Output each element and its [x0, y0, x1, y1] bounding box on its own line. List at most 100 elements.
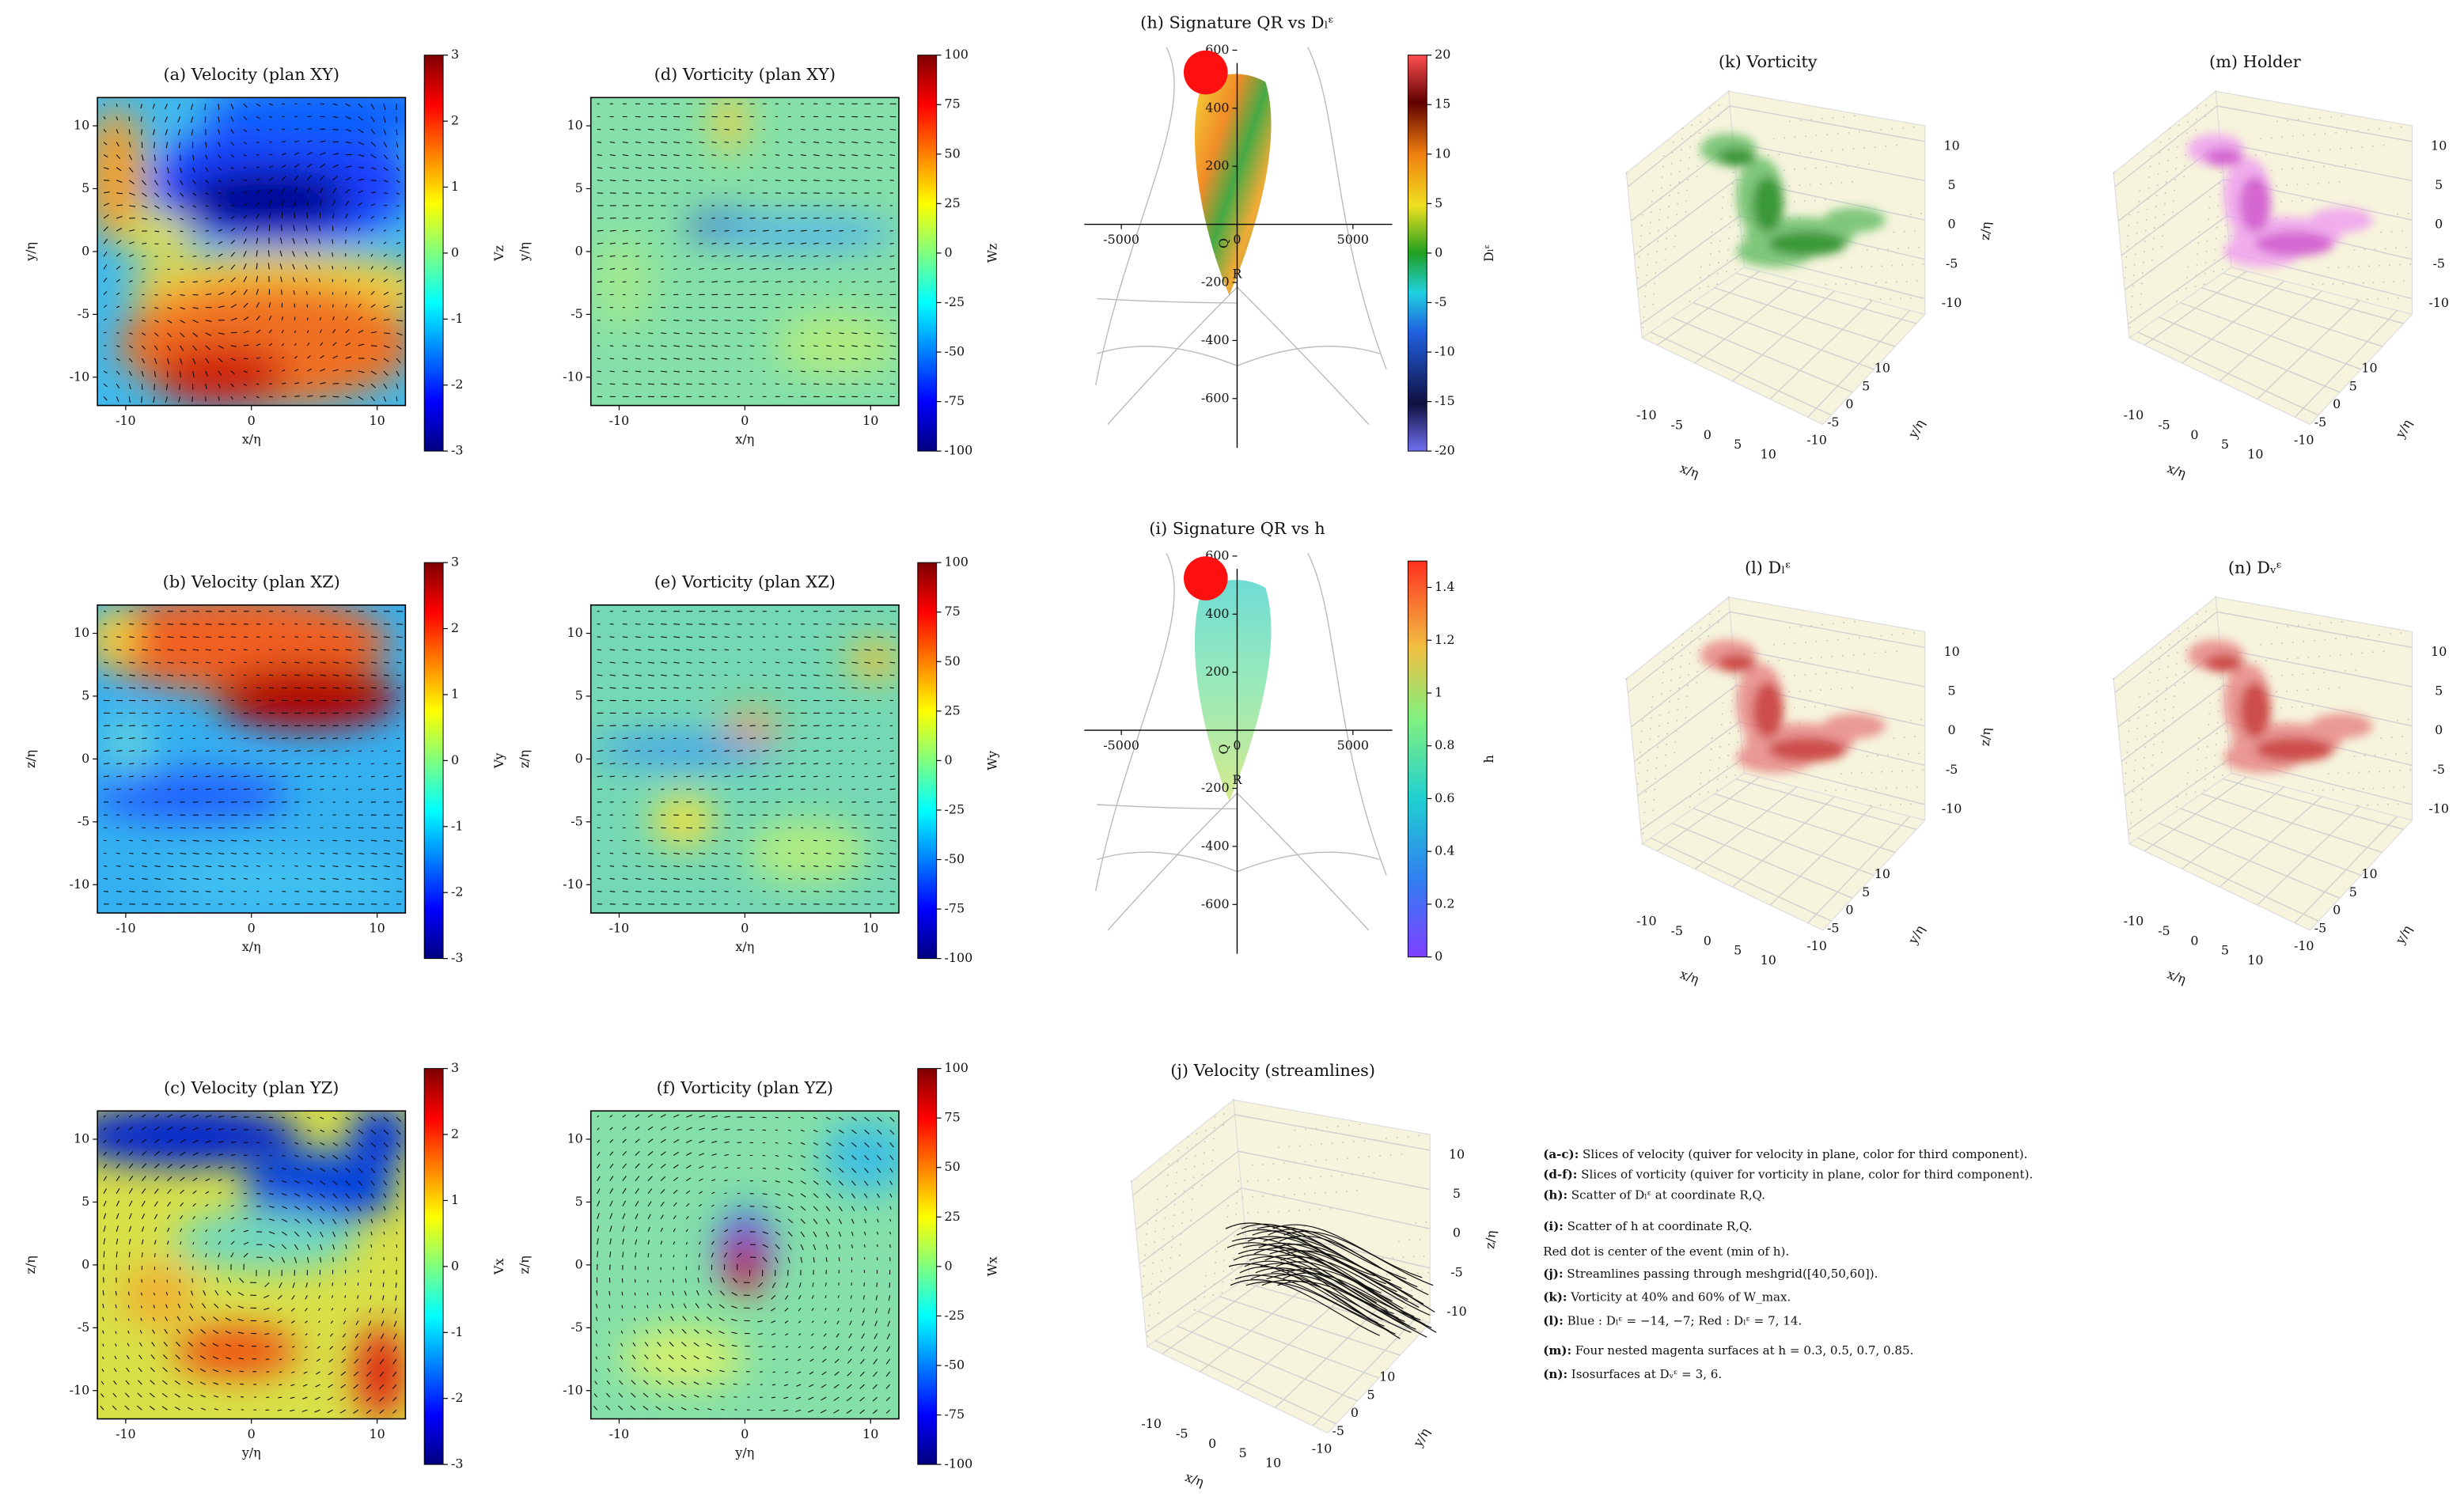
isosurface [1700, 133, 1886, 267]
quiver-arrow [737, 1241, 742, 1245]
quiver-arrow [103, 1164, 108, 1168]
quiver-arrow [762, 687, 768, 689]
quiver-arrow [711, 370, 718, 373]
dot [2216, 733, 2218, 735]
quiver-arrow [380, 1346, 385, 1352]
quiver-arrow [620, 1343, 624, 1347]
quiver-arrow [800, 1257, 803, 1263]
quiver-arrow [718, 1304, 725, 1309]
dot [2281, 642, 2284, 644]
quiver-arrow [177, 104, 181, 110]
quiver-arrow [622, 358, 627, 360]
quiver-arrow [699, 332, 706, 335]
quiver-arrow [737, 750, 743, 752]
quiver-arrow [383, 636, 390, 638]
quiver-arrow [345, 1257, 347, 1262]
dot [2141, 778, 2144, 780]
colorbar [1407, 560, 1427, 958]
quiver-arrow [396, 763, 401, 765]
quiver-arrow [205, 865, 212, 868]
quiver-arrow [775, 852, 779, 854]
quiver-arrow [885, 1371, 891, 1377]
dot [2307, 183, 2309, 185]
quiver-arrow [889, 1155, 894, 1161]
quiver-arrow [345, 1218, 349, 1225]
quiver-arrow [307, 1142, 312, 1146]
quiver-arrow [672, 1291, 674, 1296]
quiver-arrow [775, 1116, 779, 1119]
quiver-arrow [154, 852, 161, 854]
quiver-arrow [609, 878, 615, 880]
dot [2280, 169, 2283, 171]
quiver-arrow [647, 229, 653, 232]
quiver-arrow [205, 267, 210, 270]
quiver-arrow [619, 1380, 624, 1385]
quiver-arrow [345, 1206, 350, 1212]
dot [1625, 172, 1628, 174]
quiver-arrow [737, 345, 742, 347]
dot [1639, 245, 1641, 248]
quiver-arrow [305, 1295, 308, 1300]
quiver-arrow [142, 218, 148, 220]
quiver-arrow [685, 1216, 689, 1220]
quiver-arrow [379, 1409, 385, 1415]
dot [1652, 303, 1655, 305]
dot [1730, 710, 1732, 713]
quiver-arrow [711, 1166, 716, 1169]
quiver-arrow [205, 1140, 211, 1143]
quiver-arrow [724, 1115, 730, 1118]
quiver-arrow [673, 687, 679, 689]
dot [1689, 652, 1692, 654]
quiver-arrow [282, 382, 286, 384]
quiver-arrow [724, 674, 728, 676]
quiver-arrow [800, 687, 807, 689]
dot [2307, 656, 2310, 658]
quiver-arrow [877, 661, 883, 664]
quiver-arrow [256, 775, 263, 778]
quiver-arrow [332, 661, 339, 664]
dot [2329, 622, 2332, 624]
dot [1625, 678, 1628, 680]
dot [2185, 153, 2186, 156]
quiver-arrow [200, 1329, 207, 1335]
surface [1700, 133, 1886, 267]
quiver-arrow [332, 1155, 339, 1160]
dot [2223, 752, 2225, 755]
quiver-arrow [724, 878, 730, 880]
x-tick-label: 10 [862, 413, 878, 428]
quiver-arrow [332, 1218, 337, 1225]
quiver-arrow [834, 1371, 840, 1377]
quiver-arrow [358, 865, 365, 868]
quiver-arrow [673, 1176, 679, 1182]
dot [2196, 263, 2198, 266]
quiver-arrow [787, 636, 792, 638]
quiver-arrow [214, 1408, 218, 1411]
quiver-arrow [101, 1369, 104, 1373]
dot [2348, 771, 2350, 774]
quiver-arrow [597, 1251, 599, 1258]
quiver-arrow [875, 1295, 878, 1301]
quiver-arrow [306, 330, 309, 333]
dot [1909, 297, 1912, 299]
quiver-arrow [647, 839, 654, 842]
y-tick-label: 0 [575, 751, 583, 766]
quiver-arrow [851, 878, 859, 881]
dot [1679, 676, 1681, 679]
quiver-arrow [161, 1392, 168, 1398]
dot [1640, 730, 1643, 733]
dot [2371, 145, 2374, 147]
surface-core [1768, 737, 1847, 763]
dot [1638, 256, 1640, 258]
quiver-arrow [711, 737, 716, 740]
dot [1677, 709, 1679, 711]
quiver-arrow [661, 661, 667, 664]
quiver-arrow [826, 154, 832, 157]
quiver-arrow [213, 1369, 219, 1373]
quiver-arrow [686, 839, 693, 842]
quiver-arrow [660, 1151, 666, 1156]
quiver-arrow [597, 267, 603, 270]
x-tick-label: -5 [2158, 923, 2170, 938]
quiver-arrow [230, 674, 234, 676]
grid-line [2159, 316, 2341, 393]
dot [2195, 635, 2197, 638]
